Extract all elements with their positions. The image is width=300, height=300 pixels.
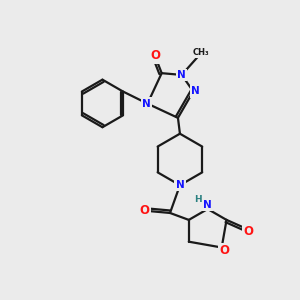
Text: N: N xyxy=(203,200,212,210)
Text: CH₃: CH₃ xyxy=(192,48,209,57)
Text: N: N xyxy=(191,86,200,96)
Text: H: H xyxy=(194,195,202,204)
Text: N: N xyxy=(176,180,184,190)
Text: N: N xyxy=(177,70,186,80)
Text: O: O xyxy=(243,225,253,238)
Text: O: O xyxy=(139,205,149,218)
Text: O: O xyxy=(220,244,230,257)
Text: O: O xyxy=(150,50,160,62)
Text: N: N xyxy=(142,99,151,109)
